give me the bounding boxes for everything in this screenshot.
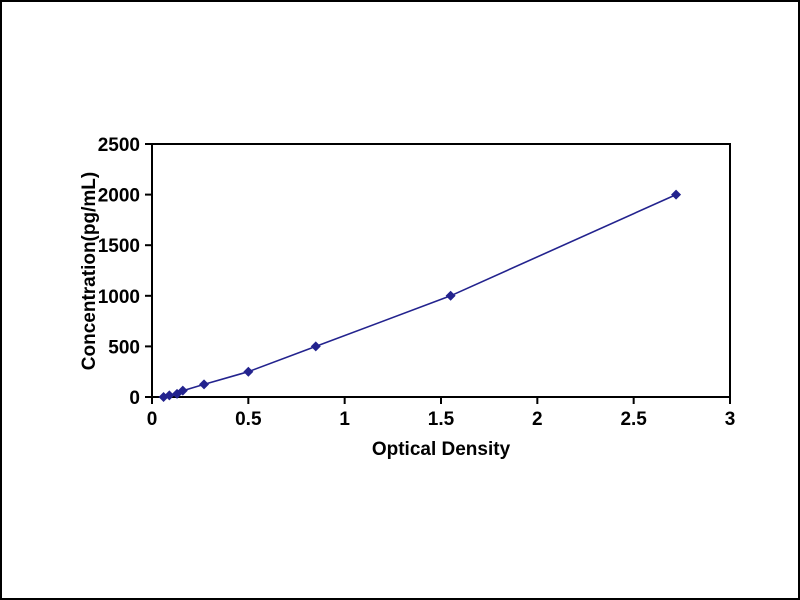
svg-text:1500: 1500 [98,236,140,257]
y-axis-title: Concentration(pg/mL) [79,171,100,371]
svg-text:2500: 2500 [98,135,140,156]
svg-text:3: 3 [725,409,736,430]
svg-text:0: 0 [129,388,140,409]
svg-text:500: 500 [108,337,140,358]
svg-text:0.5: 0.5 [235,409,262,430]
svg-text:1000: 1000 [98,287,140,308]
svg-text:1.5: 1.5 [428,409,455,430]
svg-text:1: 1 [339,409,350,430]
svg-text:2000: 2000 [98,186,140,207]
svg-text:2.5: 2.5 [620,409,647,430]
svg-text:2: 2 [532,409,543,430]
x-axis-title: Optical Density [371,439,511,460]
svg-text:0: 0 [147,409,158,430]
